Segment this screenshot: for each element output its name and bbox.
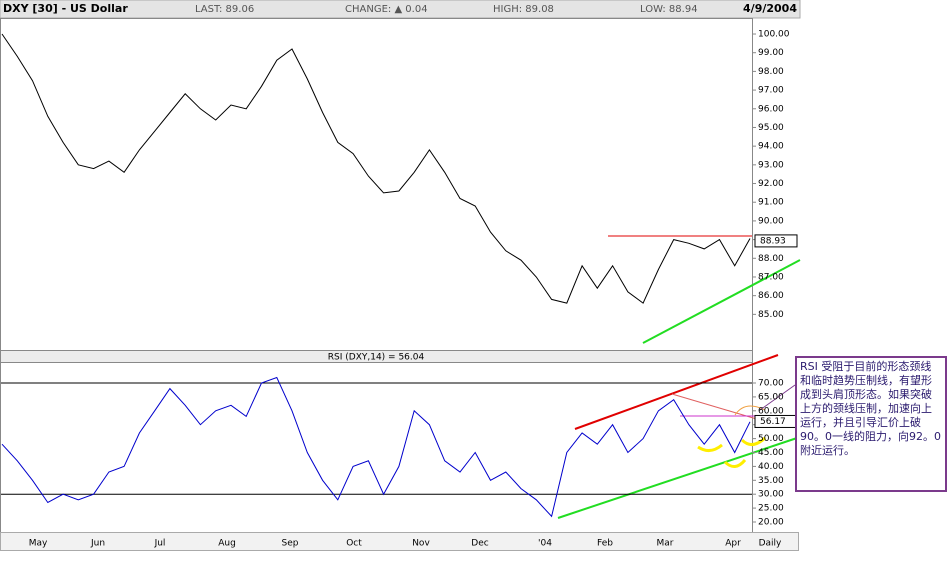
y-tick-label: 94.00 (758, 142, 784, 152)
last-label: 56.17 (760, 417, 786, 427)
y-tick-label: 86.00 (758, 291, 784, 301)
x-tick-label: Feb (597, 539, 613, 549)
date: 4/9/2004 (743, 2, 797, 15)
rsi-upper-line (574, 354, 779, 430)
x-tick-label: Nov (412, 539, 430, 549)
y-tick-label: 35.00 (758, 476, 784, 486)
low: LOW: 88.94 (640, 4, 698, 15)
y-tick-label: 70.00 (758, 379, 784, 389)
y-tick-label: 50.00 (758, 434, 784, 444)
y-tick-label: 95.00 (758, 123, 784, 133)
rsi-title: RSI (DXY,14) = 56.04 (328, 353, 425, 363)
shoulder-mark (740, 436, 767, 446)
shoulder-mark (697, 443, 723, 452)
y-tick-label: 98.00 (758, 67, 784, 77)
last-label: 88.93 (760, 236, 786, 246)
x-tick-label: Aug (218, 539, 236, 549)
high: HIGH: 89.08 (493, 4, 554, 15)
x-tick-label: Mar (657, 539, 674, 549)
last: LAST: 89.06 (195, 4, 254, 15)
y-tick-label: 90.00 (758, 216, 784, 226)
x-tick-label: Sep (282, 539, 299, 549)
y-tick-label: 25.00 (758, 504, 784, 514)
change: CHANGE: ▲ 0.04 (345, 4, 428, 15)
y-tick-label: 96.00 (758, 104, 784, 114)
head-mark (723, 458, 747, 468)
rsi-lower-line (557, 436, 801, 519)
y-tick-label: 97.00 (758, 86, 784, 96)
y-tick-label: 45.00 (758, 448, 784, 458)
x-tick-label: Oct (346, 539, 362, 549)
y-tick-label: 100.00 (758, 30, 790, 40)
x-tick-label: Apr (725, 539, 741, 549)
y-tick-label: 93.00 (758, 160, 784, 170)
y-tick-label: 65.00 (758, 392, 784, 402)
y-tick-label: 20.00 (758, 517, 784, 527)
symbol: DXY [30] - US Dollar (3, 2, 128, 15)
y-tick-label: 87.00 (758, 272, 784, 282)
x-tick-label: '04 (538, 539, 552, 549)
last-box (754, 234, 798, 248)
annotation: RSI 受阻于目前的形态颈线和临时趋势压制线，有望形成到头肩顶形态。如果突破上方… (795, 356, 947, 492)
y-tick-label: 99.00 (758, 48, 784, 58)
x-tick-label: Jun (90, 539, 105, 549)
y-tick-label: 85.00 (758, 310, 784, 320)
series-line (1, 33, 751, 304)
y-tick-label: 40.00 (758, 462, 784, 472)
x-tick-label: Jul (154, 539, 166, 549)
rsi-header (0, 350, 753, 363)
trend-line (642, 259, 801, 344)
x-tick-label: May (29, 539, 48, 549)
y-tick-label: 30.00 (758, 490, 784, 500)
callout-line (759, 384, 796, 411)
x-axis-bar (0, 532, 799, 551)
x-tick-label: Dec (471, 539, 488, 549)
y-tick-label: 60.00 (758, 406, 784, 416)
y-tick-label: 88.00 (758, 254, 784, 264)
x-tick-label: Daily (759, 539, 782, 549)
y-tick-label: 92.00 (758, 179, 784, 189)
y-tick-label: 91.00 (758, 198, 784, 208)
series-line (1, 376, 751, 518)
